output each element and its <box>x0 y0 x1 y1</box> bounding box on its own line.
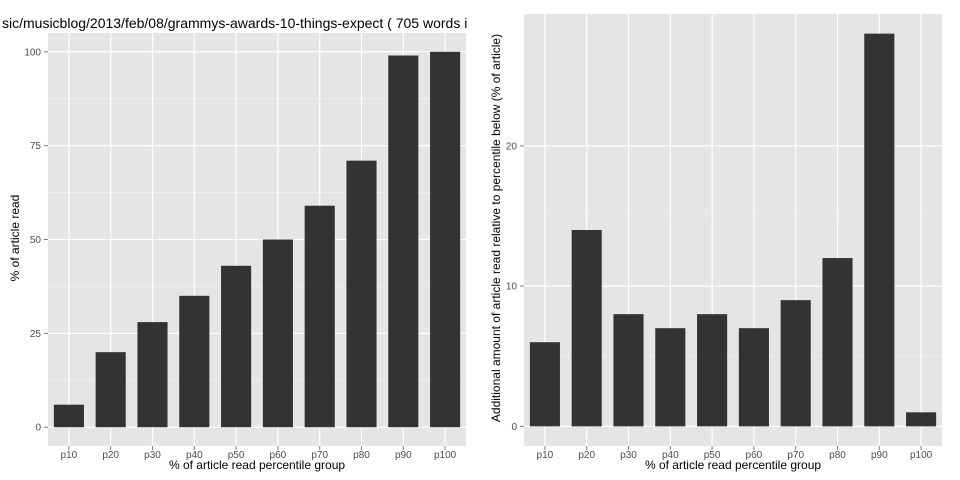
bar-p40 <box>179 295 210 428</box>
x-tick-label: p80 <box>829 450 846 461</box>
left-chart-title: sic/musicblog/2013/feb/08/grammys-awards… <box>2 15 467 31</box>
bar-p90 <box>388 55 419 428</box>
bar-p10 <box>529 342 560 427</box>
left-y-axis-label: % of article read <box>8 195 22 282</box>
bar-p60 <box>738 328 769 427</box>
bar-p70 <box>780 300 811 427</box>
x-tick-label: p100 <box>910 450 933 461</box>
x-tick-label: p30 <box>144 450 161 461</box>
bar-p100 <box>906 412 937 427</box>
bar-p80 <box>822 258 853 427</box>
x-tick-label: p10 <box>61 450 78 461</box>
x-tick-label: p90 <box>395 450 412 461</box>
x-tick-label: p10 <box>537 450 554 461</box>
y-tick-label: 100 <box>24 47 41 58</box>
bar-p20 <box>571 230 602 427</box>
x-tick-label: p40 <box>186 450 203 461</box>
y-tick-label: 50 <box>30 235 42 246</box>
right-chart: 0 10 20 p10 p20 p30 p40 p50 p60 p70 p80 p90 p100 % … <box>489 14 942 472</box>
x-tick-label: p80 <box>353 450 370 461</box>
left-bars <box>53 51 461 428</box>
x-tick-label: p50 <box>228 450 245 461</box>
x-tick-label: p60 <box>270 450 287 461</box>
y-tick-label: 20 <box>506 141 518 152</box>
y-tick-label: 75 <box>30 141 42 152</box>
right-bars <box>529 33 937 427</box>
bar-p30 <box>613 314 644 427</box>
x-tick-label: p70 <box>311 450 328 461</box>
right-x-axis-label: % of article read percentile group <box>645 458 821 472</box>
left-x-ticks: p10 p20 p30 p40 p50 p60 p70 p80 p90 p100 <box>61 446 457 461</box>
bar-p70 <box>304 205 335 428</box>
bar-p100 <box>430 51 461 428</box>
bar-p10 <box>53 404 84 428</box>
x-tick-label: p30 <box>620 450 637 461</box>
x-tick-label: p60 <box>746 450 763 461</box>
left-y-ticks: 0 25 50 75 100 <box>24 47 48 434</box>
x-tick-label: p100 <box>434 450 457 461</box>
y-tick-label: 0 <box>511 422 517 433</box>
bar-p50 <box>697 314 728 427</box>
left-chart: sic/musicblog/2013/feb/08/grammys-awards… <box>2 15 467 472</box>
x-tick-label: p20 <box>578 450 595 461</box>
x-tick-label: p20 <box>102 450 119 461</box>
bar-p90 <box>864 33 895 427</box>
bar-p60 <box>262 239 293 428</box>
x-tick-label: p70 <box>787 450 804 461</box>
bar-p30 <box>137 322 168 428</box>
x-tick-label: p50 <box>704 450 721 461</box>
y-tick-label: 10 <box>506 282 518 293</box>
right-x-ticks: p10 p20 p30 p40 p50 p60 p70 p80 p90 p100 <box>537 446 933 461</box>
bar-p80 <box>346 160 377 428</box>
x-tick-label: p40 <box>662 450 679 461</box>
y-tick-label: 0 <box>35 423 41 434</box>
bar-p40 <box>655 328 686 427</box>
y-tick-label: 25 <box>30 329 42 340</box>
x-tick-label: p90 <box>871 450 888 461</box>
bar-p20 <box>95 352 126 428</box>
right-y-axis-label: Additional amount of article read relati… <box>489 34 503 422</box>
right-y-ticks: 0 10 20 <box>506 141 524 433</box>
left-x-axis-label: % of article read percentile group <box>169 458 345 472</box>
bar-p50 <box>221 265 252 428</box>
